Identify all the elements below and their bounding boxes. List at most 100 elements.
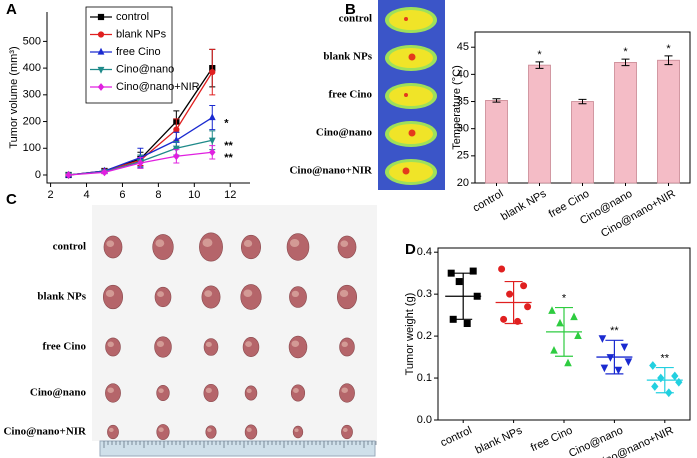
ruler [99, 440, 376, 457]
tumor-highlight [342, 427, 348, 433]
error-bar [578, 98, 587, 105]
y-tick-label: 30 [457, 123, 469, 135]
tumor-highlight [105, 289, 115, 297]
significance: * [224, 117, 229, 129]
marker [455, 278, 463, 286]
marker [624, 358, 633, 366]
marker [172, 145, 180, 153]
marker [463, 320, 471, 328]
marker [498, 265, 506, 273]
tumor-highlight [157, 291, 164, 297]
marker [97, 31, 105, 38]
marker [574, 331, 582, 339]
axes [46, 12, 250, 184]
y-tick-label: 0.4 [417, 246, 432, 258]
x-tick-label: 2 [48, 189, 54, 201]
tumor [154, 336, 172, 358]
marker [173, 126, 180, 133]
tumor-highlight [245, 341, 252, 347]
tumor-highlight [246, 388, 252, 393]
tumor-highlight [204, 290, 213, 297]
error-bar [664, 55, 673, 66]
y-tick-label: 100 [23, 142, 41, 154]
tumor [203, 383, 219, 403]
bar [614, 62, 637, 184]
tumor [156, 424, 170, 440]
marker [101, 168, 108, 177]
tumor-highlight [246, 427, 252, 432]
marker [97, 47, 105, 55]
y-axis-label: Tumor volume (mm³) [8, 46, 20, 148]
thermal-body [389, 10, 433, 30]
tumor [203, 338, 219, 356]
bar [657, 59, 680, 184]
tumor [337, 235, 357, 259]
marker [469, 267, 477, 275]
tumor-highlight [205, 341, 212, 348]
tumor-highlight [202, 238, 213, 247]
x-tick-label: 10 [188, 189, 200, 201]
tumor [240, 234, 262, 260]
image-label: control [339, 13, 372, 25]
tumor [152, 234, 174, 260]
image-label: Cino@nano+NIR [289, 165, 373, 177]
marker [208, 137, 216, 145]
y-tick-label: 45 [457, 41, 469, 53]
tumor-highlight [155, 239, 165, 247]
x-tick-label: Cino@nano+NIR [599, 188, 677, 240]
image-label: blank NPs [323, 51, 372, 63]
legend-label: Cino@nano+NIR [116, 81, 200, 93]
significance: * [562, 292, 567, 304]
marker [65, 171, 72, 179]
y-tick-label: 35 [457, 95, 469, 107]
legend-label: control [116, 11, 149, 23]
x-tick-label: 8 [155, 189, 161, 201]
marker [208, 113, 216, 121]
y-tick-label: 40 [457, 68, 469, 80]
legend-label: blank NPs [116, 28, 167, 40]
significance: ** [610, 325, 619, 337]
sd-bar [555, 306, 573, 357]
thermal-spot [402, 167, 410, 175]
marker [97, 83, 105, 91]
thermal-spot [404, 17, 408, 21]
y-tick-label: 300 [23, 89, 41, 101]
marker [657, 373, 665, 383]
tumor-highlight [341, 341, 348, 347]
tumor [201, 285, 221, 309]
tumor-highlight [341, 387, 348, 393]
tumor [339, 337, 355, 357]
tumor [339, 383, 355, 403]
marker [550, 346, 558, 354]
tumor [102, 284, 124, 310]
tumor [154, 286, 172, 308]
panel-letter: B [345, 1, 356, 18]
tumor [105, 337, 121, 357]
error-bar [621, 58, 630, 67]
y-tick-label: 20 [457, 177, 469, 189]
thermal-spot [408, 53, 416, 61]
tumor-highlight [291, 340, 300, 348]
thermal-body [389, 86, 433, 106]
tumor-highlight [207, 428, 212, 432]
marker [564, 358, 572, 367]
x-tick-label: control [471, 188, 506, 215]
tumor [244, 424, 258, 440]
marker [500, 315, 508, 323]
bar [485, 100, 508, 184]
y-tick-label: 0.0 [417, 414, 432, 426]
error-bar [492, 98, 501, 103]
photo-background [92, 205, 377, 441]
image-label: Cino@nano [316, 127, 373, 139]
tumor-highlight [205, 387, 212, 393]
marker [173, 152, 180, 161]
marker [209, 69, 216, 76]
marker [447, 269, 455, 277]
marker [651, 382, 659, 391]
sd-bar [605, 339, 624, 375]
tumor [290, 384, 306, 402]
marker [520, 282, 528, 290]
tumor [341, 424, 353, 440]
row-label: free Cino [43, 341, 87, 353]
